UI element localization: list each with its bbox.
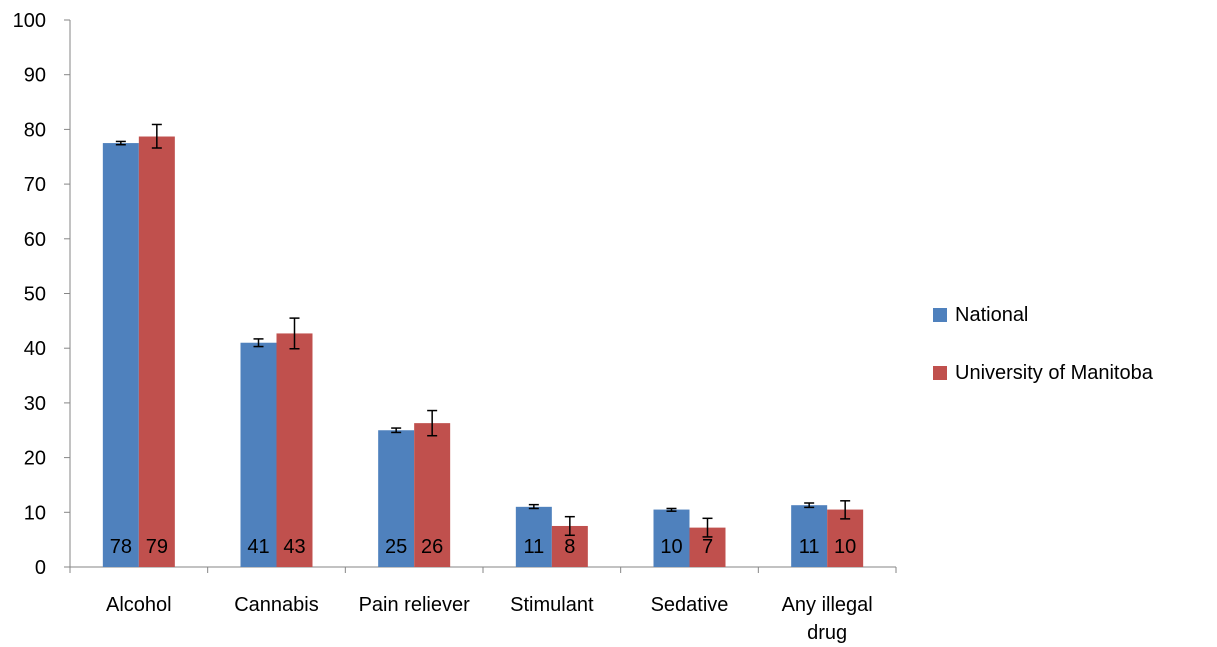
- category-label: Pain reliever: [359, 594, 471, 616]
- category-label: Stimulant: [510, 594, 594, 616]
- bar: [791, 505, 828, 567]
- y-tick-label: 50: [24, 284, 46, 306]
- category-label: Any illegal: [782, 594, 873, 616]
- category-label: Sedative: [651, 594, 729, 616]
- y-tick-label: 100: [13, 10, 46, 32]
- data-label: 11: [799, 536, 820, 558]
- data-label: 26: [421, 536, 443, 558]
- data-label: 79: [146, 536, 168, 558]
- data-label: 25: [385, 536, 407, 558]
- y-axis-ticks: 0 10 20 30 40 50 60 70 80 90 100: [13, 10, 897, 579]
- y-tick-label: 80: [24, 119, 46, 141]
- data-label: 43: [283, 536, 305, 558]
- data-label: 10: [834, 536, 856, 558]
- y-tick-label: 70: [24, 174, 46, 196]
- data-labels: 78 79 41 43 25 26 11 8 10 7 11 10: [110, 536, 857, 558]
- data-label: 41: [247, 536, 269, 558]
- bar: [653, 509, 690, 567]
- bar: [138, 136, 175, 568]
- data-label: 11: [523, 536, 544, 558]
- y-tick-label: 40: [24, 338, 46, 360]
- data-label: 78: [110, 536, 132, 558]
- legend-item-university-of-manitoba: University of Manitoba: [933, 344, 1153, 402]
- bar: [414, 423, 451, 567]
- category-label: Cannabis: [234, 594, 319, 616]
- y-tick-label: 20: [24, 448, 46, 470]
- legend-label-university-of-manitoba: University of Manitoba: [955, 361, 1153, 384]
- data-label: 7: [702, 536, 713, 558]
- legend-item-national: National: [933, 286, 1153, 344]
- y-tick-label: 90: [24, 65, 46, 87]
- y-tick-label: 30: [24, 393, 46, 415]
- y-tick-label: 0: [35, 557, 46, 579]
- bar: [102, 143, 139, 567]
- legend: National University of Manitoba: [933, 286, 1153, 402]
- bar: [276, 333, 313, 567]
- data-label: 10: [660, 536, 682, 558]
- chart-bars: [102, 136, 864, 568]
- data-label: 8: [564, 536, 575, 558]
- error-bars: [115, 123, 851, 538]
- category-label: Alcohol: [106, 594, 172, 616]
- chart-axes: [69, 20, 896, 568]
- legend-swatch-national: [933, 308, 947, 322]
- y-tick-label: 60: [24, 229, 46, 251]
- legend-label-national: National: [955, 303, 1029, 326]
- category-label: drug: [807, 622, 847, 644]
- y-tick-label: 10: [24, 502, 46, 524]
- bar: [378, 430, 415, 567]
- legend-swatch-university-of-manitoba: [933, 366, 947, 380]
- bar: [240, 342, 277, 567]
- bar: [515, 506, 552, 567]
- category-labels: Alcohol Cannabis Pain reliever Stimulant Sed…: [106, 594, 873, 644]
